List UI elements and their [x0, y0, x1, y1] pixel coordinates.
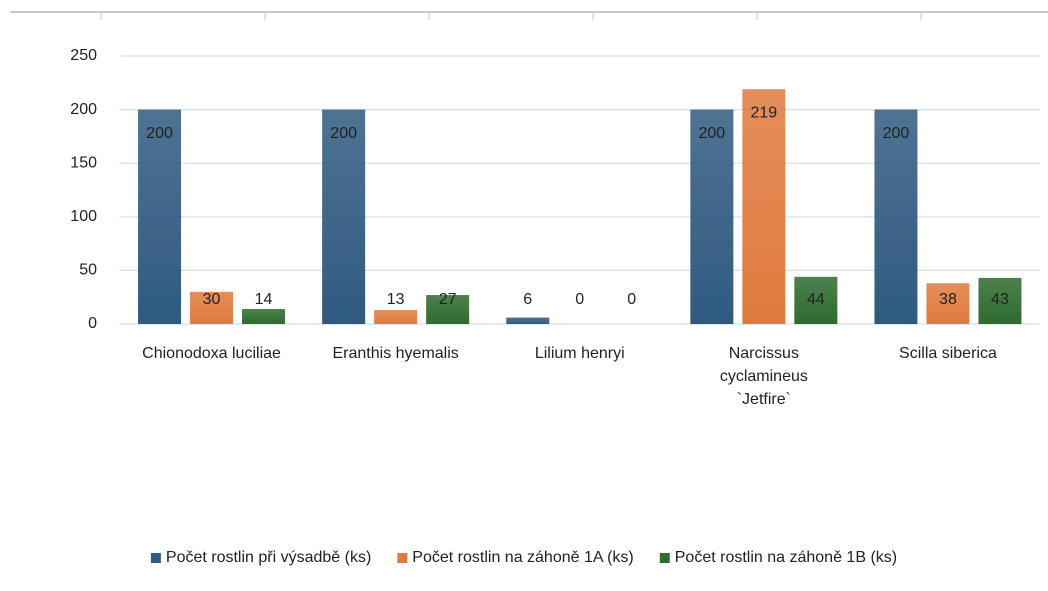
x-tick-line: cyclamineus	[720, 368, 808, 385]
x-tick-label: Scilla siberica	[899, 345, 997, 362]
y-tick-label: 250	[70, 47, 97, 64]
x-tick-label: Eranthis hyemalis	[333, 345, 459, 362]
data-label: 14	[255, 291, 273, 308]
legend-label: Počet rostlin na záhoně 1B (ks)	[675, 549, 897, 566]
data-label: 13	[387, 291, 405, 308]
bar	[506, 317, 550, 324]
x-tick-line: `Jetfire`	[737, 391, 791, 408]
legend-swatch	[150, 553, 161, 563]
legend-swatch	[659, 553, 670, 563]
sheet-border	[10, 11, 1048, 20]
bar	[426, 295, 470, 324]
legend-label: Počet rostlin při výsadbě (ks)	[166, 549, 371, 566]
data-label: 200	[698, 125, 725, 142]
bar	[742, 89, 786, 325]
x-tick-label: Lilium henryi	[535, 345, 625, 362]
y-tick-label: 100	[70, 208, 97, 225]
y-tick-label: 150	[70, 154, 97, 171]
y-tick-label: 50	[79, 262, 97, 279]
data-label: 200	[330, 125, 357, 142]
bar	[190, 291, 234, 324]
x-tick-label: Narcissus cyclamineus `Jetfire`	[720, 345, 808, 408]
legend: Počet rostlin při výsadbě (ks) Počet rost…	[150, 549, 897, 566]
bar	[978, 277, 1022, 324]
data-label: 0	[627, 291, 636, 308]
bar	[690, 109, 734, 324]
data-label: 38	[939, 291, 957, 308]
y-tick-label: 0	[88, 315, 97, 332]
data-label: 44	[807, 291, 825, 308]
x-tick-label: Chionodoxa luciliae	[142, 345, 281, 362]
x-tick-line: Narcissus	[729, 345, 799, 362]
data-label: 200	[146, 125, 173, 142]
data-label: 0	[575, 291, 584, 308]
y-tick-label: 200	[70, 101, 97, 118]
data-label: 30	[203, 291, 221, 308]
bar	[794, 276, 838, 324]
data-label: 6	[523, 291, 532, 308]
bar	[926, 283, 970, 324]
bar	[138, 109, 182, 324]
data-label: 43	[991, 291, 1009, 308]
legend-label: Počet rostlin na záhoně 1A (ks)	[412, 549, 633, 566]
bar	[242, 308, 286, 324]
data-label: 219	[750, 104, 777, 121]
bar	[374, 310, 418, 324]
bar	[322, 109, 366, 324]
legend-swatch	[397, 553, 408, 563]
bar	[874, 109, 918, 324]
data-label: 200	[883, 125, 910, 142]
data-label: 27	[439, 291, 457, 308]
